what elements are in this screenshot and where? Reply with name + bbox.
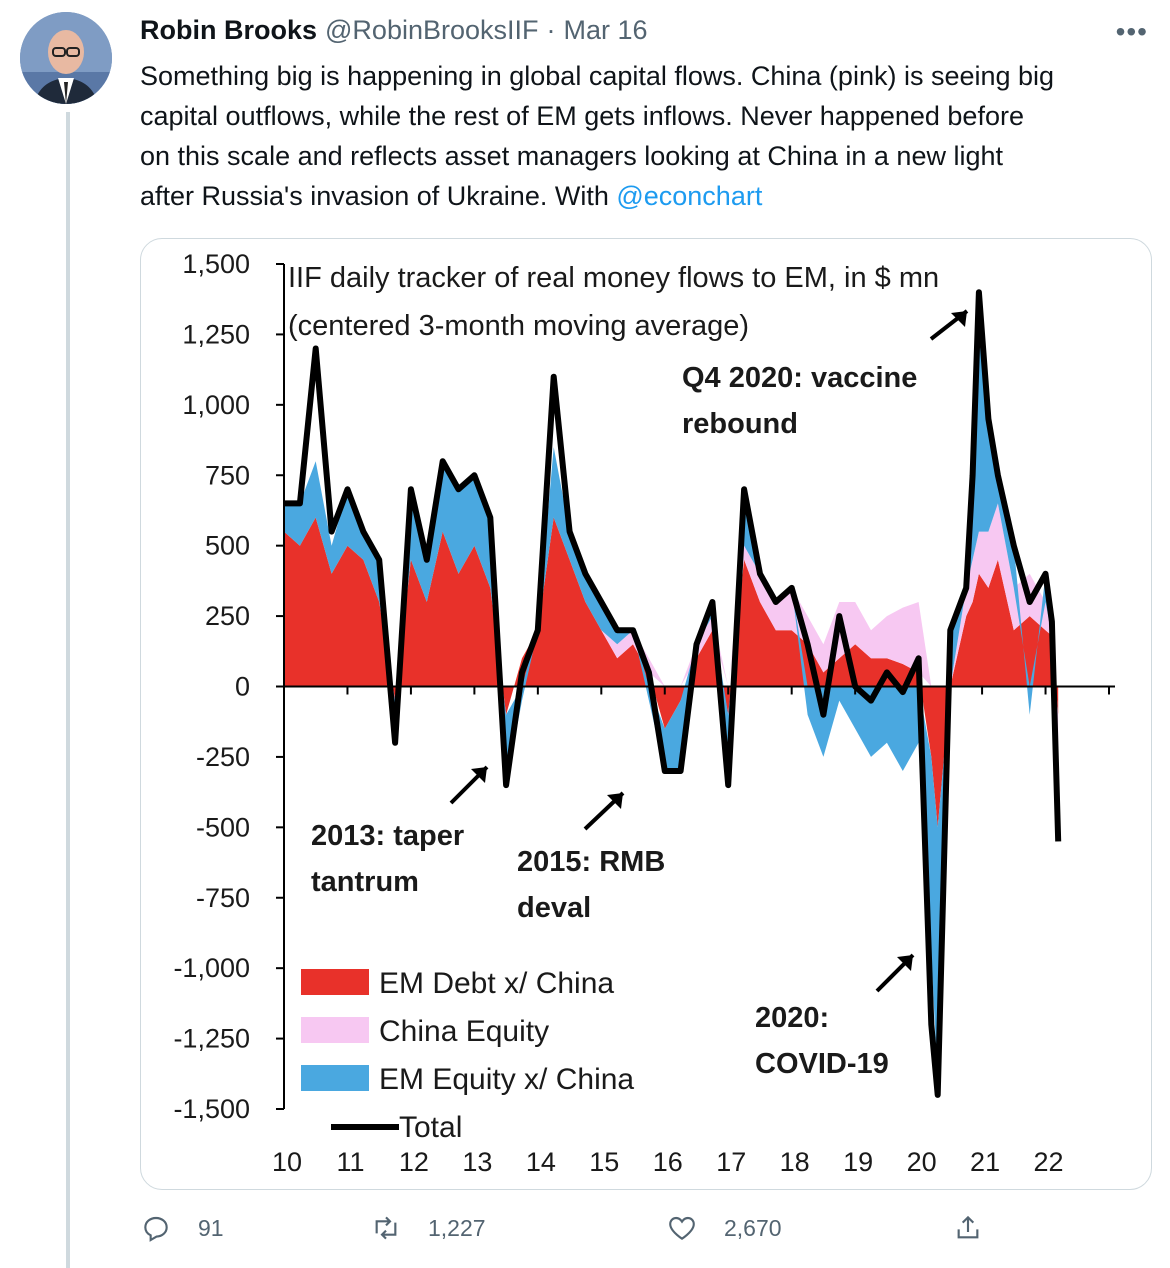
retweet-button[interactable]: 1,227 [370,1212,486,1244]
avatar-image [20,12,112,104]
y-tick-label: -1,000 [173,953,250,983]
x-tick-label: 15 [589,1147,619,1177]
annotation-arrowhead [951,311,967,327]
like-count: 2,670 [724,1214,782,1241]
x-tick-label: 13 [462,1147,492,1177]
annotation-text: deval [517,892,591,924]
author-handle[interactable]: @RobinBrooksIIF [325,14,539,45]
avatar[interactable] [20,12,112,104]
share-button[interactable] [952,1212,984,1244]
y-tick-label: 1,000 [182,390,250,420]
reply-icon [144,1216,168,1242]
tweet-text-line: on this scale and reflects asset manager… [140,141,1003,171]
reply-count: 91 [198,1214,224,1241]
mention-link[interactable]: @econchart [616,181,763,211]
x-tick-label: 22 [1034,1147,1064,1177]
tweet-text: Something big is happening in global cap… [140,56,1160,216]
author-name[interactable]: Robin Brooks [140,14,318,45]
x-tick-label: 14 [526,1147,556,1177]
y-tick-label: 0 [235,672,250,702]
y-tick-label: -1,250 [173,1024,250,1054]
share-icon [957,1215,979,1239]
like-button[interactable]: 2,670 [666,1212,782,1244]
legend-label: EM Debt x/ China [379,967,614,1000]
annotation-text: 2015: RMB [517,846,665,878]
tweet-text-line: capital outflows, while the rest of EM g… [140,101,1024,131]
annotation-text: Q4 2020: vaccine [682,362,917,394]
annotation-text: tantrum [311,866,419,898]
y-tick-label: -750 [196,883,250,913]
annotation-arrowhead [897,955,913,971]
area-china-equity [284,503,1059,771]
y-tick-label: 250 [205,601,250,631]
tweet-text-fragment: after Russia's invasion of Ukraine. With [140,181,617,211]
chart-subtitle: (centered 3-month moving average) [288,310,749,342]
x-tick-label: 16 [653,1147,683,1177]
y-tick-label: 1,250 [182,319,250,349]
heart-icon [669,1216,695,1240]
annotation-text: rebound [682,408,798,440]
action-bar: 91 1,227 2,670 [140,1212,1000,1256]
area-em-equity-x-china [284,334,1059,1081]
x-tick-label: 18 [780,1147,810,1177]
legend-swatch [301,969,369,995]
retweet-count: 1,227 [428,1214,486,1241]
y-tick-label: -500 [196,812,250,842]
retweet-icon [375,1216,397,1240]
total-line [284,289,1062,1098]
x-tick-label: 12 [399,1147,429,1177]
x-tick-label: 21 [970,1147,1000,1177]
reply-button[interactable]: 91 [140,1212,224,1244]
tweet-text-line: after Russia's invasion of Ukraine. With… [140,176,1160,216]
legend-swatch [301,1017,369,1043]
chart: 1,500 1,250 1,000 750 500 250 0 -250 -500 -750 -1,… [173,249,1115,1177]
legend-label: China Equity [379,1015,549,1048]
y-tick-label: -1,500 [173,1094,250,1124]
x-tick-label: 11 [336,1147,364,1177]
y-tick-label: -250 [196,742,250,772]
x-tick-label: 17 [716,1147,746,1177]
tweet-header: Robin Brooks @RobinBrooksIIF · Mar 16 [140,12,648,48]
annotation-arrowhead [471,767,487,783]
tweet-text-line: Something big is happening in global cap… [140,61,1055,91]
legend-label: Total [399,1111,462,1144]
x-tick-label: 20 [907,1147,937,1177]
x-tick-label: 19 [843,1147,873,1177]
y-tick-label: 750 [205,460,250,490]
area-em-debt-x-china [284,517,1059,828]
annotation-text: 2013: taper [311,820,464,852]
x-tick-label: 10 [272,1147,302,1177]
legend-label: EM Equity x/ China [379,1063,634,1096]
legend-swatch [301,1065,369,1091]
thread-line [66,112,70,1268]
y-tick-label: 500 [205,531,250,561]
tweet-date[interactable]: Mar 16 [563,14,648,45]
separator-dot: · [546,14,556,45]
tweet-media-chart[interactable]: 1,500 1,250 1,000 750 500 250 0 -250 -500 -750 -1,… [140,238,1152,1190]
ellipsis-icon[interactable]: ••• [1115,16,1148,47]
annotation-text: 2020: [755,1002,829,1034]
annotation-arrowhead [607,793,623,809]
y-tick-label: 1,500 [182,249,250,279]
annotation-text: COVID-19 [755,1048,889,1080]
chart-title: IIF daily tracker of real money flows to… [288,262,939,294]
